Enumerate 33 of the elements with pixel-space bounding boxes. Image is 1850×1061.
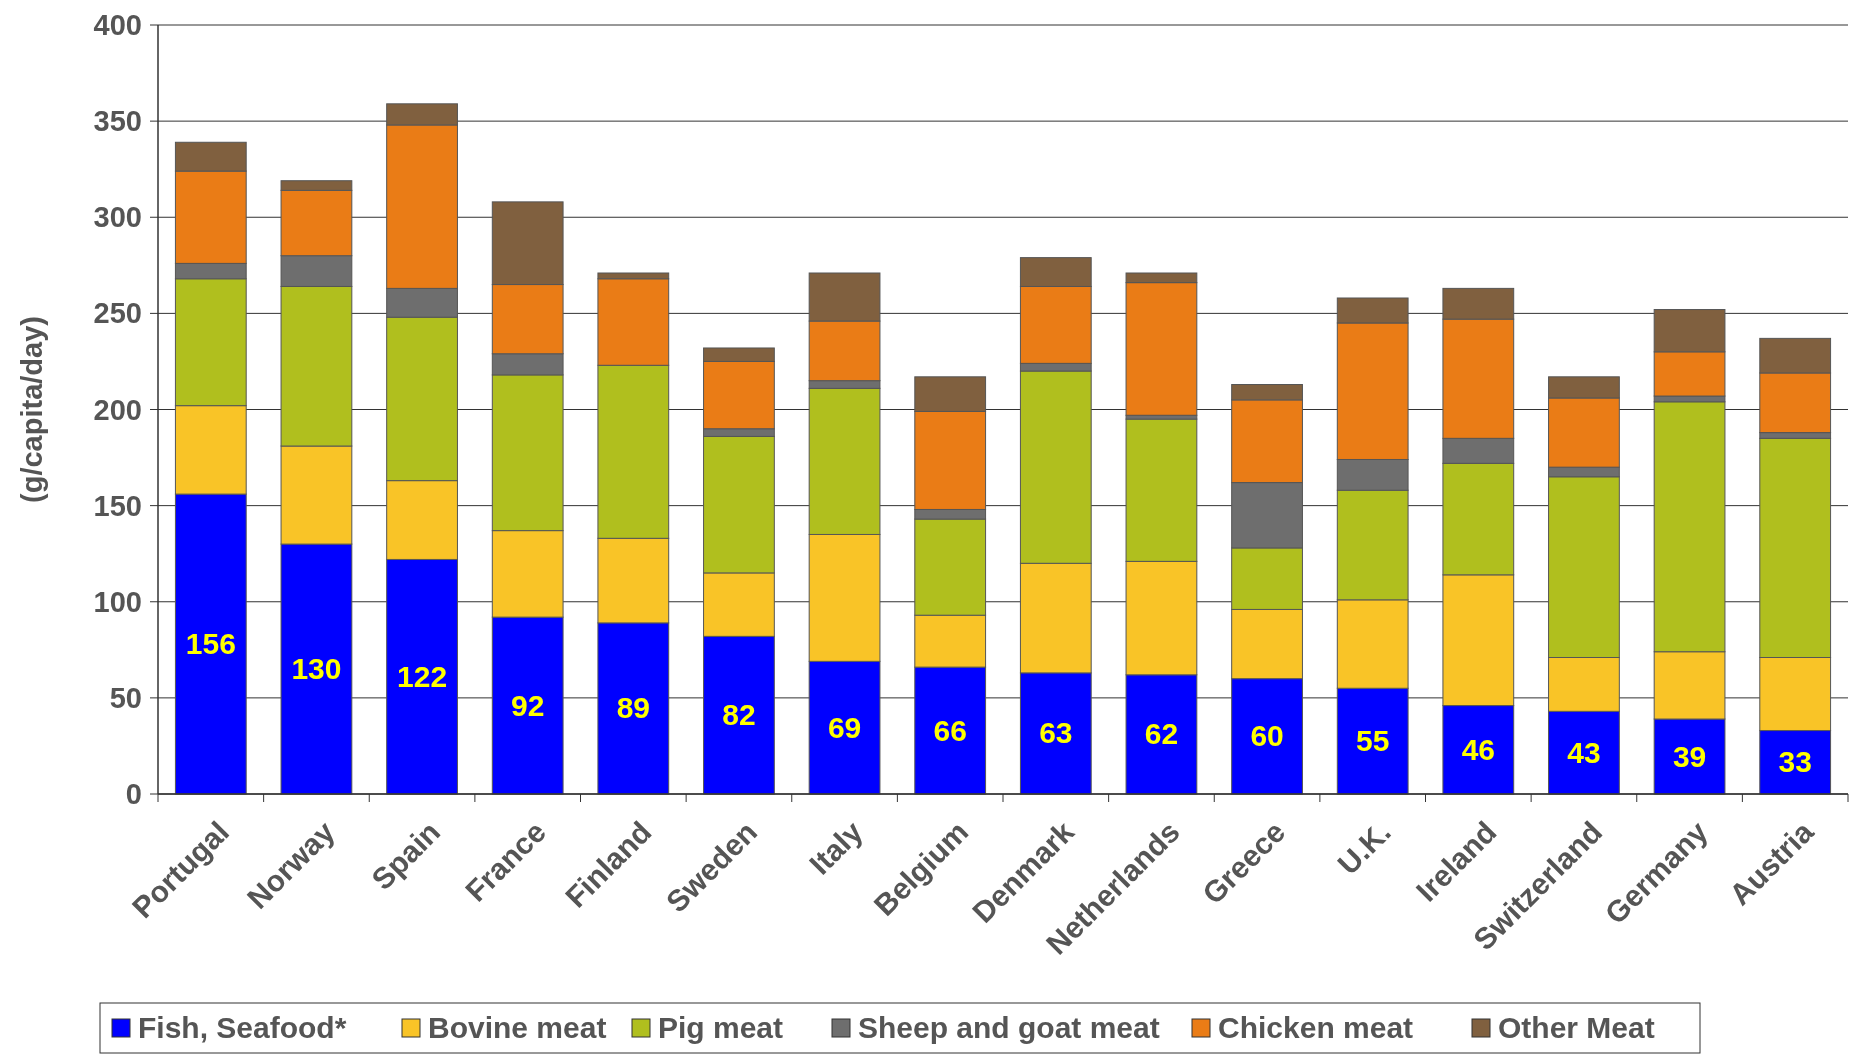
legend-label: Bovine meat: [428, 1011, 607, 1044]
legend-label: Chicken meat: [1218, 1011, 1414, 1044]
data-label: 62: [1144, 717, 1179, 751]
data-label: 89: [616, 691, 650, 725]
y-tick-label: 150: [93, 489, 142, 522]
y-axis-title: (g/capita/day): [16, 316, 48, 503]
data-label: 43: [1567, 735, 1601, 769]
data-label: 60: [1250, 719, 1284, 753]
data-label: 92: [511, 688, 545, 722]
y-tick-label: 250: [93, 297, 142, 330]
data-label: 69: [827, 710, 862, 744]
data-label: 55: [1356, 724, 1390, 758]
legend-label: Fish, Seafood*: [138, 1011, 347, 1044]
data-label: 82: [722, 698, 756, 732]
data-label: 33: [1778, 745, 1812, 779]
y-tick-label: 0: [125, 778, 142, 810]
legend-label: Pig meat: [658, 1011, 784, 1044]
data-label: 156: [185, 627, 236, 661]
y-tick-label: 400: [93, 9, 142, 41]
legend-label: Other Meat: [1498, 1011, 1655, 1044]
data-label: 46: [1461, 732, 1495, 766]
data-label: 63: [1039, 716, 1073, 750]
data-label: 39: [1672, 739, 1707, 773]
y-tick-label: 200: [93, 393, 142, 426]
y-tick-label: 350: [93, 105, 142, 138]
x-tick-label: U.K.: [1331, 814, 1397, 881]
data-label: 66: [933, 713, 967, 747]
y-tick-label: 300: [93, 201, 142, 234]
y-tick-label: 50: [109, 681, 142, 714]
data-label: 130: [291, 652, 342, 686]
data-label: 122: [397, 659, 448, 693]
legend-label: Sheep and goat meat: [858, 1011, 1160, 1044]
y-tick-label: 100: [93, 585, 142, 618]
